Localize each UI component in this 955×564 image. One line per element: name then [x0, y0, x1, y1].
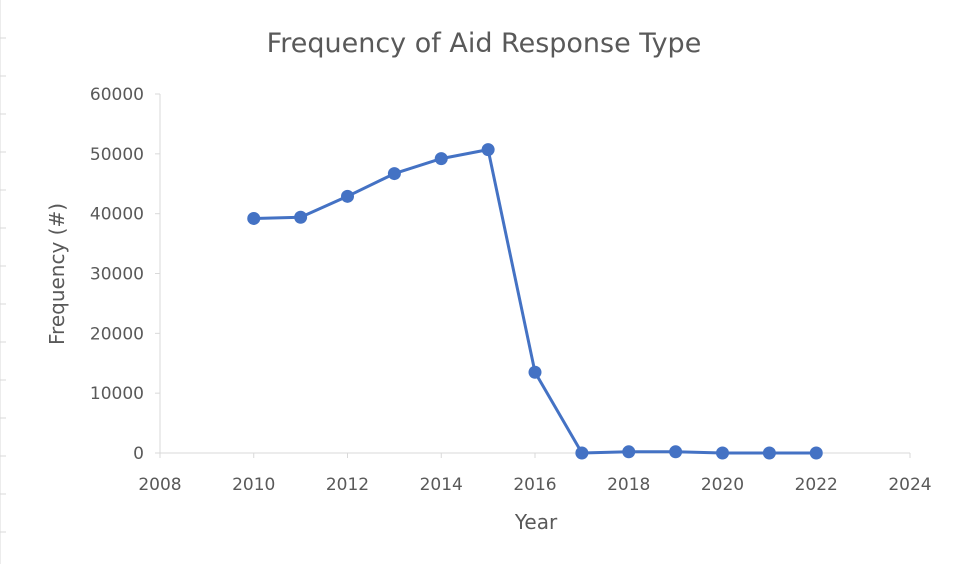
y-tick-label: 20000 — [90, 324, 144, 344]
x-tick-label: 2018 — [607, 475, 650, 495]
data-point — [528, 365, 542, 379]
data-point — [247, 211, 261, 225]
data-point — [434, 152, 448, 166]
x-tick-label: 2024 — [888, 475, 931, 495]
x-tick-label: 2020 — [701, 475, 744, 495]
data-point — [622, 445, 636, 459]
y-axis-ticks: 0 10000 20000 30000 40000 50000 60000 — [90, 85, 160, 464]
x-tick-label: 2008 — [138, 475, 181, 495]
x-tick-label: 2012 — [326, 475, 369, 495]
data-point — [809, 446, 823, 460]
sheet-gridlines — [0, 0, 6, 564]
chart-title: Frequency of Aid Response Type — [267, 28, 702, 59]
data-point — [481, 143, 495, 157]
x-tick-label: 2016 — [513, 475, 556, 495]
x-tick-label: 2022 — [795, 475, 838, 495]
x-axis-title: Year — [514, 510, 558, 534]
series-group — [247, 143, 823, 460]
data-point — [575, 446, 589, 460]
y-axis-title: Frequency (#) — [45, 203, 69, 345]
x-tick-label: 2014 — [420, 475, 463, 495]
y-tick-label: 10000 — [90, 384, 144, 404]
y-tick-label: 30000 — [90, 265, 144, 285]
y-tick-label: 0 — [133, 444, 144, 464]
data-point — [669, 445, 683, 459]
axes — [159, 94, 910, 454]
data-point — [341, 189, 354, 203]
y-tick-label: 50000 — [90, 145, 144, 165]
y-tick-label: 60000 — [90, 85, 144, 105]
data-point — [716, 446, 729, 460]
data-point — [387, 167, 401, 181]
y-tick-label: 40000 — [90, 205, 144, 225]
data-point — [294, 210, 308, 224]
data-point — [762, 446, 776, 460]
series-line — [253, 148, 817, 455]
x-axis-ticks: 2008 2010 2012 2014 2016 2018 2020 2022 2024 — [138, 453, 932, 495]
x-tick-label: 2010 — [232, 475, 275, 495]
